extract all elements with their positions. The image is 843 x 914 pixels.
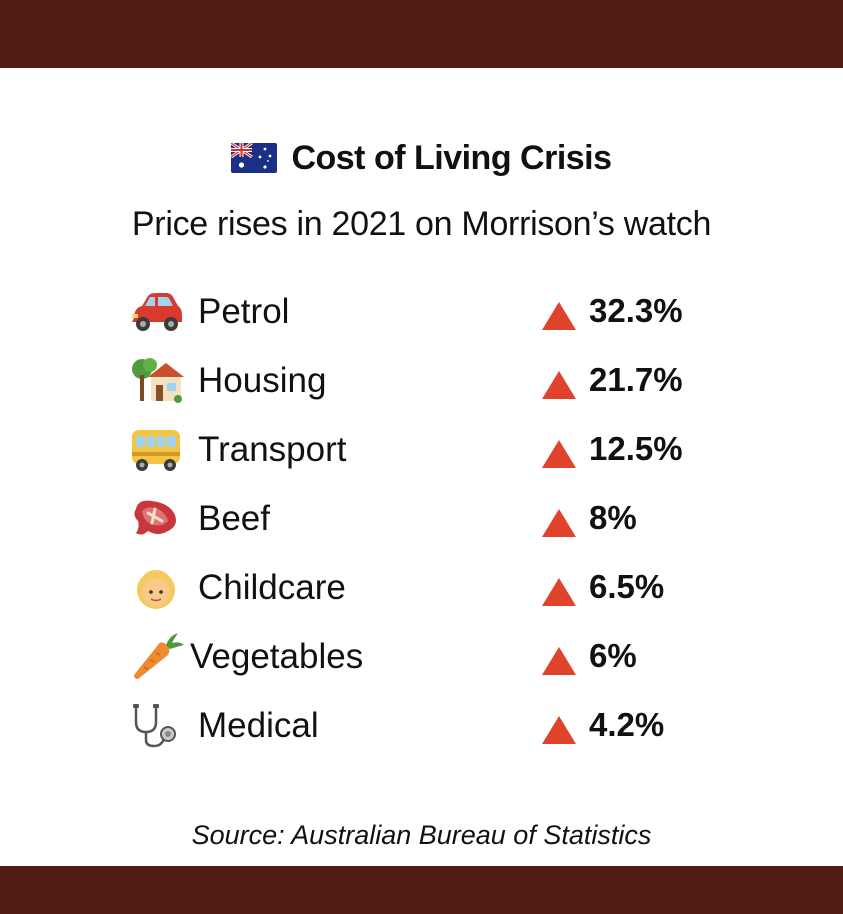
item-label: Petrol <box>198 292 290 331</box>
page-title: Cost of Living Crisis <box>291 138 612 177</box>
house-icon <box>128 357 184 405</box>
up-triangle-icon <box>540 507 578 539</box>
source-note: Source: Australian Bureau of Statistics <box>191 820 652 850</box>
item-value: 4.2% <box>589 706 665 743</box>
list-item: Housing 21.7% <box>0 351 843 411</box>
item-value: 12.5% <box>589 430 683 467</box>
list-item: Medical 4.2% <box>0 696 843 756</box>
item-label: Vegetables <box>190 637 364 676</box>
up-triangle-icon <box>540 300 578 332</box>
list-item: Vegetables 6% <box>0 627 843 687</box>
item-value: 6% <box>589 637 637 674</box>
item-value: 8% <box>589 499 637 536</box>
list-item: Petrol 32.3% <box>0 282 843 342</box>
child-icon <box>128 564 184 612</box>
list-item: Beef 8% <box>0 489 843 549</box>
up-triangle-icon <box>540 438 578 470</box>
up-triangle-icon <box>540 645 578 677</box>
carrot-icon <box>128 633 184 681</box>
list-item: Transport 12.5% <box>0 420 843 480</box>
up-triangle-icon <box>540 576 578 608</box>
item-value: 21.7% <box>589 361 683 398</box>
list-item: Childcare 6.5% <box>0 558 843 618</box>
item-label: Housing <box>198 361 327 400</box>
bus-icon <box>128 426 184 474</box>
australia-flag-icon <box>231 143 278 173</box>
item-label: Childcare <box>198 568 346 607</box>
car-icon <box>128 288 184 336</box>
item-label: Beef <box>198 499 270 538</box>
item-label: Transport <box>198 430 347 469</box>
item-label: Medical <box>198 706 319 745</box>
item-value: 32.3% <box>589 292 683 329</box>
page-subtitle: Price rises in 2021 on Morrison’s watch <box>131 205 712 243</box>
up-triangle-icon <box>540 714 578 746</box>
up-triangle-icon <box>540 369 578 401</box>
item-value: 6.5% <box>589 568 665 605</box>
bottom-band <box>0 866 843 914</box>
top-band <box>0 0 843 68</box>
title-row: Cost of Living Crisis <box>0 134 843 182</box>
meat-icon <box>128 495 184 543</box>
stethoscope-icon <box>128 702 184 750</box>
